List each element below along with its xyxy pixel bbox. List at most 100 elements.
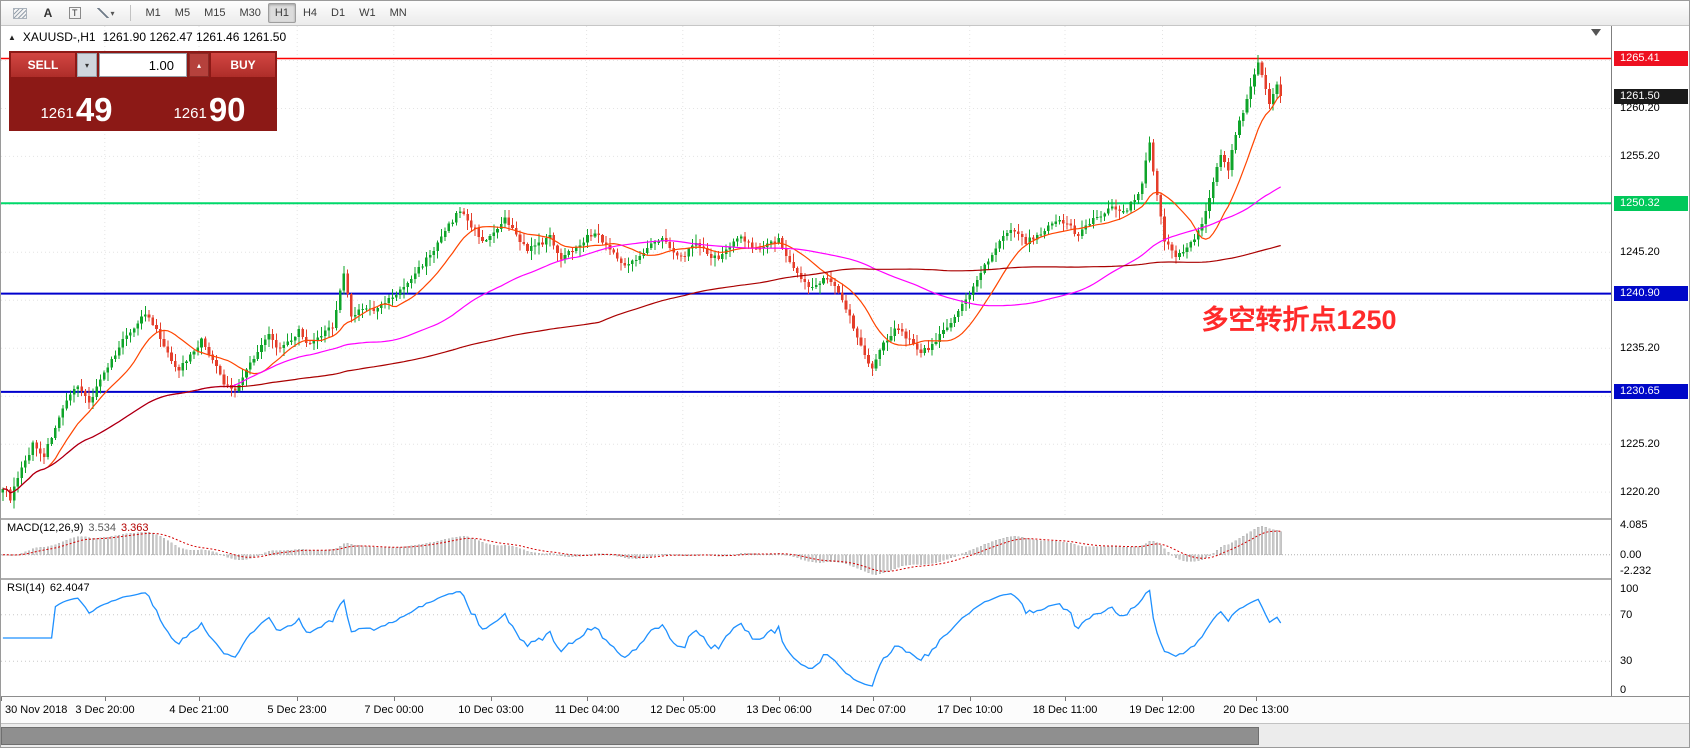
rsi-axis-label: 70 <box>1620 609 1633 621</box>
price-axis-label: 1261.50 <box>1614 89 1688 104</box>
sell-price-pips: 49 <box>75 91 113 129</box>
time-axis-tick <box>587 697 588 701</box>
macd-histogram <box>1 526 1282 575</box>
chart-window-icon: ▲ <box>8 32 16 42</box>
chart-toolbar: A T ▾ M1 M5 M15 M30 H1 H4 D1 W1 MN <box>1 1 1689 26</box>
rsi-value: 62.4047 <box>49 582 90 594</box>
time-axis-tick <box>394 697 395 701</box>
chart-shift-marker <box>1591 29 1601 36</box>
moving-average-line <box>2 94 1282 494</box>
timeframe-button-group: M1 M5 M15 M30 H1 H4 D1 W1 MN <box>139 3 414 23</box>
price-axis-label: 1220.20 <box>1620 486 1660 498</box>
buy-price-main: 1261 <box>173 105 207 122</box>
time-axis-label: 11 Dec 04:00 <box>554 704 620 716</box>
macd-axis-label: -2.232 <box>1620 565 1652 577</box>
horizontal-scrollbar[interactable] <box>1 723 1689 747</box>
volume-dropdown-button[interactable]: ▾ <box>77 53 97 77</box>
time-axis-label: 7 Dec 00:00 <box>364 704 424 716</box>
time-axis-label: 17 Dec 10:00 <box>937 704 1003 716</box>
rsi-axis-label: 100 <box>1620 583 1639 595</box>
volume-increase-button[interactable]: ▴ <box>189 53 209 77</box>
timeframe-button-h4[interactable]: H4 <box>296 3 324 23</box>
time-axis-tick <box>105 697 106 701</box>
chart-window: 多空转折点1250 ▲ XAUUSD-,H1 1261.90 1262.47 1… <box>1 26 1689 747</box>
rsi-indicator-pane[interactable]: RSI(14) 62.4047 <box>1 580 1611 696</box>
chart-annotation-text: 多空转折点1250 <box>1201 304 1396 335</box>
buy-button[interactable]: BUY <box>211 53 275 77</box>
price-axis-label: 1225.20 <box>1620 438 1660 450</box>
time-axis-label: 30 Nov 2018 <box>5 704 68 716</box>
price-axis-label: 1265.41 <box>1614 51 1688 66</box>
text-tool-icon[interactable]: A <box>36 3 60 23</box>
time-axis-tick <box>1 697 2 701</box>
macd-name: MACD(12,26,9) <box>7 522 84 534</box>
timeframe-button-mn[interactable]: MN <box>383 3 414 23</box>
price-axis-label: 1230.65 <box>1614 384 1688 399</box>
macd-signal-value: 3.363 <box>120 522 149 534</box>
hatch-icon <box>13 7 27 19</box>
time-axis-label: 4 Dec 21:00 <box>169 704 229 716</box>
time-axis-tick <box>779 697 780 701</box>
timeframe-button-m15[interactable]: M15 <box>197 3 232 23</box>
macd-indicator-pane[interactable]: MACD(12,26,9) 3.534 3.363 <box>1 520 1611 578</box>
macd-label: MACD(12,26,9) 3.534 3.363 <box>7 522 148 534</box>
chevron-down-icon: ▾ <box>84 60 89 70</box>
timeframe-button-d1[interactable]: D1 <box>324 3 352 23</box>
macd-signal-line <box>2 530 1281 572</box>
price-axis-label: 1245.20 <box>1620 246 1660 258</box>
buy-price[interactable]: 1261 90 <box>144 79 275 129</box>
price-axis[interactable]: 1265.41 1261.50 1260.20 1255.20 1250.32 1245.… <box>1611 26 1689 696</box>
price-axis-label: 1260.20 <box>1620 102 1660 114</box>
scrollbar-thumb[interactable] <box>1 727 1259 745</box>
volume-input[interactable] <box>99 53 187 77</box>
time-axis-label: 3 Dec 20:00 <box>75 704 135 716</box>
macd-main-value: 3.534 <box>88 522 116 534</box>
rsi-line <box>2 589 1282 687</box>
price-axis-label: 1255.20 <box>1620 150 1660 162</box>
time-axis-label: 14 Dec 07:00 <box>840 704 906 716</box>
ohlc-values: 1261.90 1262.47 1261.46 1261.50 <box>102 30 287 44</box>
time-axis[interactable]: 30 Nov 2018 3 Dec 20:00 4 Dec 21:00 5 Dec 2… <box>1 697 1689 723</box>
sell-price[interactable]: 1261 49 <box>11 79 142 129</box>
time-axis-label: 12 Dec 05:00 <box>650 704 716 716</box>
one-click-trading-panel: SELL ▾ ▴ BUY 1261 49 1261 90 <box>9 51 277 131</box>
buy-price-pips: 90 <box>208 91 246 129</box>
letter-a-icon: A <box>43 6 53 20</box>
timeframe-button-m1[interactable]: M1 <box>139 3 168 23</box>
chevron-down-icon: ▾ <box>110 8 115 18</box>
toolbar-separator <box>129 5 131 21</box>
trade-prices-row: 1261 49 1261 90 <box>11 79 275 129</box>
line-tool-icon <box>96 8 109 18</box>
time-axis-tick <box>297 697 298 701</box>
sell-price-main: 1261 <box>40 105 74 122</box>
macd-axis-label: 0.00 <box>1620 549 1642 561</box>
pane-splitter[interactable] <box>1 518 1689 520</box>
moving-average-line <box>2 186 1281 494</box>
price-axis-label: 1235.20 <box>1620 342 1660 354</box>
sell-button[interactable]: SELL <box>11 53 75 77</box>
time-axis-tick <box>1256 697 1257 701</box>
time-axis-tick <box>491 697 492 701</box>
chevron-up-icon: ▴ <box>196 60 201 70</box>
time-axis-label: 19 Dec 12:00 <box>1129 704 1195 716</box>
rsi-axis-label: 30 <box>1620 655 1633 667</box>
time-axis-tick <box>1065 697 1066 701</box>
timeframe-button-m5[interactable]: M5 <box>168 3 197 23</box>
time-axis-tick <box>1162 697 1163 701</box>
timeframe-button-w1[interactable]: W1 <box>352 3 383 23</box>
trade-controls-row: SELL ▾ ▴ BUY <box>11 53 275 77</box>
time-axis-label: 5 Dec 23:00 <box>267 704 327 716</box>
time-axis-label: 10 Dec 03:00 <box>458 704 524 716</box>
timeframe-button-m30[interactable]: M30 <box>232 3 267 23</box>
timeframe-button-h1[interactable]: H1 <box>267 3 296 23</box>
time-axis-tick <box>199 697 200 701</box>
time-axis-border <box>1 696 1689 697</box>
pane-splitter[interactable] <box>1 578 1689 580</box>
chart-title: ▲ XAUUSD-,H1 1261.90 1262.47 1261.46 126… <box>8 30 286 44</box>
text-label-tool-icon[interactable]: T <box>62 3 88 23</box>
rsi-label: RSI(14) 62.4047 <box>7 582 90 594</box>
grid-pattern-icon[interactable] <box>6 3 34 23</box>
rsi-name: RSI(14) <box>7 582 45 594</box>
shapes-dropdown-button[interactable]: ▾ <box>90 3 122 23</box>
